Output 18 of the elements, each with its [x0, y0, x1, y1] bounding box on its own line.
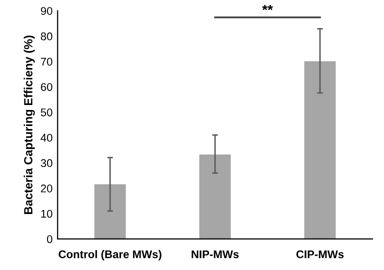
y-axis-title: Bacteria Capturing Efficieny (%) [24, 36, 35, 214]
y-tick-label: 70 [40, 58, 52, 66]
x-tick-label: Control (Bare MWs) [58, 250, 162, 260]
x-tick-label: CIP-MWs [296, 250, 344, 258]
y-tick-label: 20 [40, 184, 52, 192]
bar [199, 154, 231, 239]
y-tick-label: 50 [40, 108, 52, 116]
y-tick-label: 90 [40, 7, 52, 15]
y-tick-label: 10 [41, 210, 52, 218]
y-tick-label: 30 [40, 159, 52, 168]
y-tick-label: 0 [46, 235, 52, 244]
bar [304, 61, 336, 239]
text: ** [262, 4, 273, 10]
y-tick-label: 40 [40, 134, 52, 142]
y-tick-label: 60 [40, 83, 52, 91]
y-tick-label: 80 [40, 32, 52, 40]
bar [94, 184, 126, 239]
x-tick-label: NIP-MWs [192, 250, 239, 258]
